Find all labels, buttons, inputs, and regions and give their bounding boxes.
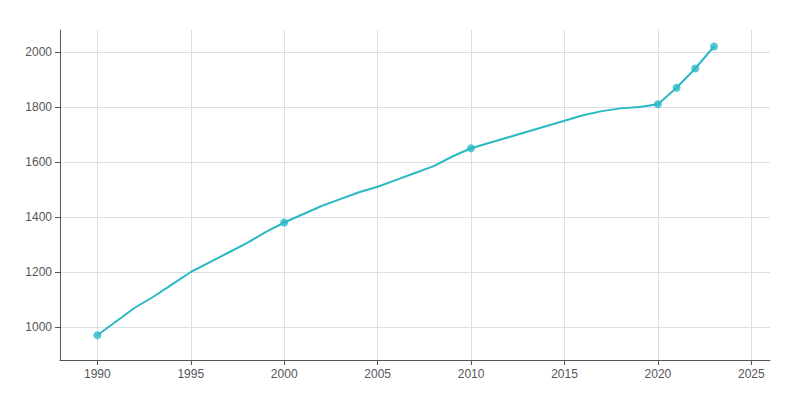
svg-text:2005: 2005 <box>364 367 391 381</box>
svg-text:1600: 1600 <box>25 155 52 169</box>
svg-text:2025: 2025 <box>738 367 765 381</box>
svg-text:1000: 1000 <box>25 320 52 334</box>
svg-text:1990: 1990 <box>84 367 111 381</box>
svg-text:1800: 1800 <box>25 100 52 114</box>
svg-text:1200: 1200 <box>25 265 52 279</box>
svg-text:2020: 2020 <box>645 367 672 381</box>
svg-text:2000: 2000 <box>271 367 298 381</box>
svg-text:1400: 1400 <box>25 210 52 224</box>
svg-text:1995: 1995 <box>177 367 204 381</box>
svg-text:2000: 2000 <box>25 45 52 59</box>
svg-text:2015: 2015 <box>551 367 578 381</box>
svg-text:2010: 2010 <box>458 367 485 381</box>
